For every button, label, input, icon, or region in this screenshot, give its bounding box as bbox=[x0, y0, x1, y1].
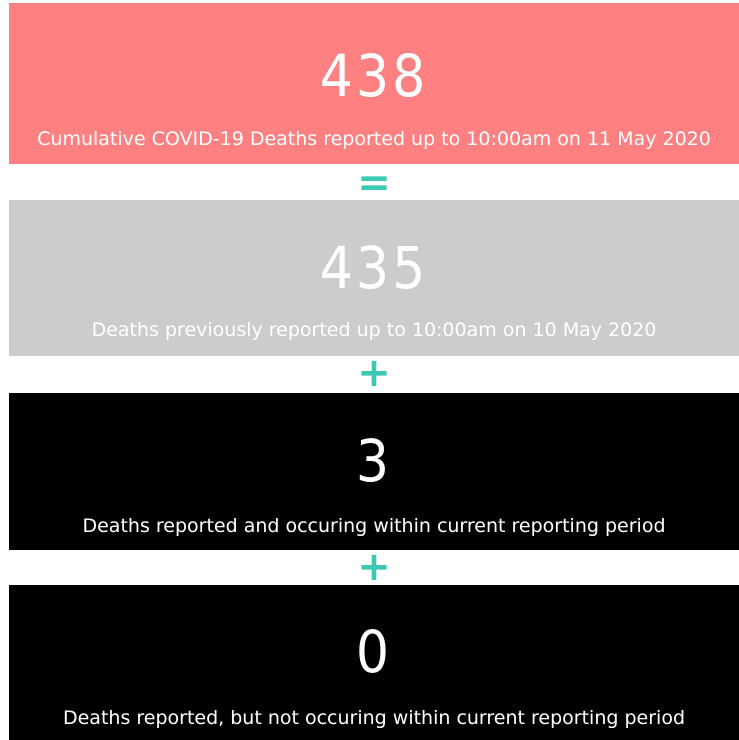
card-label: Cumulative COVID-19 Deaths reported up t… bbox=[37, 128, 711, 150]
previous-card: 435 Deaths previously reported up to 10:… bbox=[9, 200, 739, 356]
operator: + bbox=[357, 544, 391, 590]
total-card: 438 Cumulative COVID-19 Deaths reported … bbox=[9, 3, 739, 164]
operator: = bbox=[357, 160, 391, 206]
current-card: 3 Deaths reported and occuring within cu… bbox=[9, 393, 739, 550]
card-value: 0 bbox=[355, 618, 393, 686]
card-value: 438 bbox=[319, 42, 429, 110]
operator: + bbox=[357, 350, 391, 396]
card-value: 435 bbox=[319, 234, 429, 302]
card-value: 3 bbox=[355, 427, 393, 495]
other-card: 0 Deaths reported, but not occuring with… bbox=[9, 585, 739, 740]
card-label: Deaths reported and occuring within curr… bbox=[82, 515, 666, 537]
card-label: Deaths reported, but not occuring within… bbox=[62, 707, 686, 729]
card-label: Deaths previously reported up to 10:00am… bbox=[91, 319, 657, 341]
